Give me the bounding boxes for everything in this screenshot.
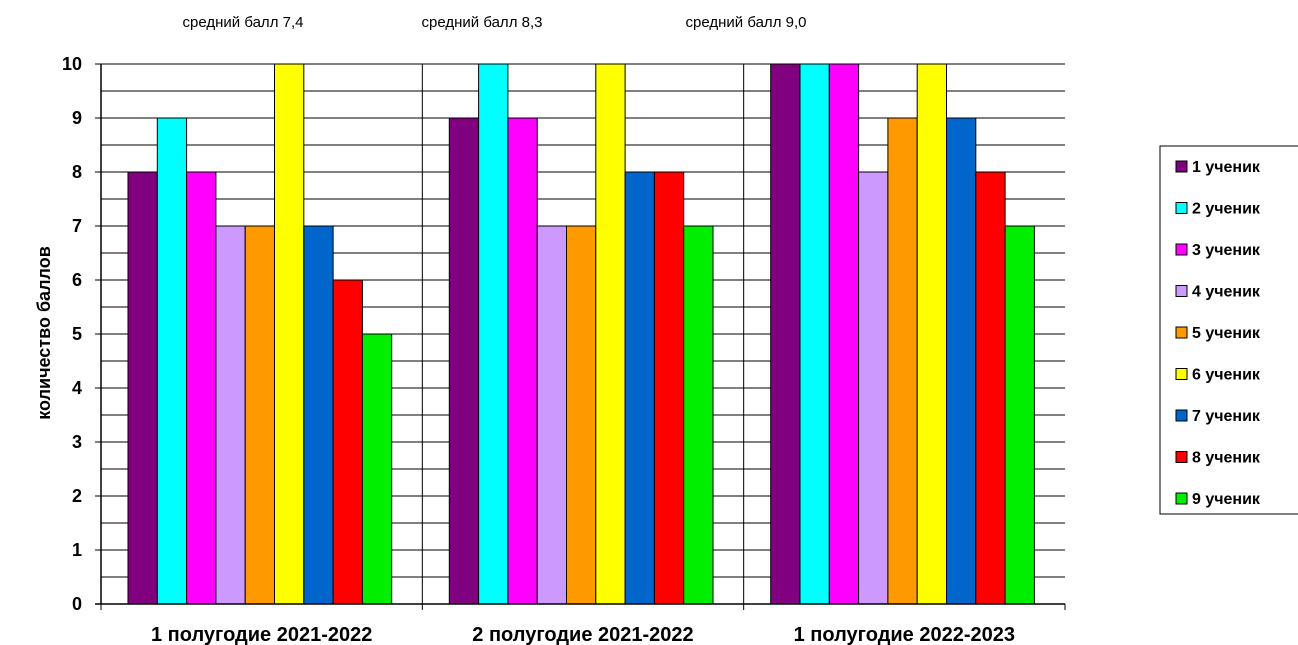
bar [624,171,655,605]
y-tick-label: 1 [72,540,82,560]
legend-swatch [1175,326,1188,339]
legend-label: 5 ученик [1192,325,1261,342]
bar [653,171,685,605]
legend-label: 8 ученик [1192,450,1261,467]
legend-swatch [1175,160,1188,173]
legend-swatch [1175,368,1188,380]
bar [156,117,188,605]
y-tick-label: 2 [72,486,82,506]
bar [566,225,597,605]
bar [244,225,275,605]
bar [975,171,1006,605]
legend-swatch [1175,451,1188,463]
y-axis-label: количество баллов [34,246,54,420]
legend-label: 2 ученик [1192,201,1261,218]
bar [507,117,538,605]
bar [858,171,889,605]
legend-label: 6 ученик [1192,367,1261,384]
bars [127,63,1035,605]
bar [916,63,948,605]
bar [448,117,480,605]
y-tick-label: 9 [72,108,82,128]
x-category-label: 1 полугодие 2022-2023 [794,624,1015,645]
legend-label: 1 ученик [1192,159,1261,176]
x-category-labels: 1 полугодие 2021-2022 2 полугодие 2021-20… [151,624,1015,645]
y-tick-label: 10 [62,54,82,74]
y-tick-label: 6 [72,270,82,290]
bar [478,63,509,605]
legend: 1 ученик 2 ученик 3 ученик 4 ученик 5 ученик… [1159,145,1298,515]
legend-swatch [1175,492,1188,505]
legend-swatch [1175,285,1188,297]
y-tick-label: 4 [72,378,82,398]
legend-swatch [1175,202,1188,214]
legend-label: 4 ученик [1192,284,1261,301]
bar [274,63,305,605]
legend-swatch [1175,243,1188,256]
annotations: средний балл 7,4 средний балл 8,3 средний … [183,14,807,31]
bar [799,63,830,605]
x-category-label: 1 полугодие 2021-2022 [151,624,372,645]
bar [361,333,393,605]
bar [887,117,918,605]
y-tick-label: 7 [72,216,82,236]
bar [828,63,860,605]
legend-label: 7 ученик [1192,408,1261,425]
bar [1004,225,1035,605]
bar [303,225,334,605]
y-tick-labels: 0 1 2 3 4 5 6 7 8 9 10 [62,54,101,614]
bar [186,171,217,605]
legend-label: 9 ученик [1192,491,1261,508]
bar [127,171,158,605]
y-tick-label: 5 [72,324,82,344]
bar [332,279,363,605]
average-score-annotation: средний балл 7,4 [183,14,304,31]
bar [536,225,568,605]
y-tick-label: 3 [72,432,82,452]
legend-swatch [1175,409,1188,422]
bar [946,117,977,605]
bar [683,225,714,605]
legend-items: 1 ученик 2 ученик 3 ученик 4 ученик 5 ученик… [1175,159,1261,508]
y-tick-label: 0 [72,594,82,614]
legend-label: 3 ученик [1192,242,1261,259]
average-score-annotation: средний балл 8,3 [422,14,543,31]
y-tick-label: 8 [72,162,82,182]
x-category-label: 2 полугодие 2021-2022 [472,624,693,645]
average-score-annotation: средний балл 9,0 [686,14,807,31]
bar [595,63,626,605]
bar [215,225,246,605]
bar [770,63,801,605]
